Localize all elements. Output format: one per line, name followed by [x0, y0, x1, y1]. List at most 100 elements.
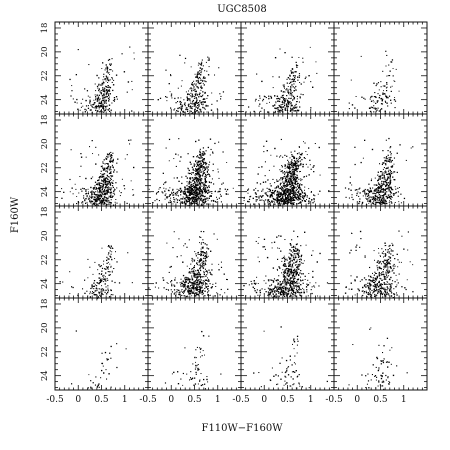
- star-point: [112, 180, 114, 182]
- star-point: [199, 187, 201, 189]
- star-point: [196, 185, 198, 187]
- star-point: [201, 292, 203, 294]
- star-point: [285, 98, 287, 100]
- star-point: [313, 194, 315, 196]
- star-point: [192, 285, 194, 287]
- star-point: [289, 198, 291, 200]
- star-point: [287, 86, 289, 88]
- star-point: [106, 256, 108, 258]
- star-point: [288, 166, 290, 169]
- star-point: [101, 83, 103, 85]
- star-point: [198, 96, 200, 98]
- star-point: [195, 202, 198, 205]
- star-point: [200, 230, 202, 233]
- star-point: [393, 157, 396, 159]
- star-point: [106, 193, 108, 195]
- star-point: [100, 190, 102, 192]
- star-point: [120, 192, 122, 194]
- star-point: [289, 168, 291, 170]
- star-point: [292, 162, 294, 164]
- star-point: [277, 202, 279, 204]
- star-point: [204, 108, 206, 110]
- star-point: [194, 110, 196, 113]
- star-point: [202, 82, 204, 84]
- star-point: [372, 202, 375, 205]
- star-point: [188, 271, 191, 273]
- star-point: [377, 196, 379, 199]
- star-point: [162, 279, 165, 281]
- star-point: [266, 194, 268, 196]
- star-point: [103, 105, 105, 107]
- star-point: [290, 197, 292, 199]
- star-point: [373, 198, 374, 200]
- star-point: [107, 188, 109, 190]
- star-point: [291, 154, 293, 156]
- star-point: [261, 190, 263, 192]
- star-point: [359, 198, 361, 200]
- star-point: [191, 196, 193, 199]
- star-point: [296, 106, 298, 108]
- star-point: [91, 285, 93, 288]
- star-point: [133, 58, 135, 60]
- star-point: [191, 84, 193, 86]
- star-point: [192, 197, 194, 199]
- star-point: [203, 185, 205, 187]
- star-point: [199, 195, 201, 197]
- star-point: [269, 189, 271, 191]
- star-point: [220, 95, 222, 97]
- star-point: [389, 151, 392, 153]
- star-point: [102, 161, 104, 163]
- star-point: [186, 285, 188, 287]
- star-point: [189, 183, 191, 185]
- star-point: [386, 179, 388, 181]
- star-point: [84, 111, 87, 113]
- star-point: [204, 187, 206, 189]
- star-point: [193, 183, 195, 185]
- star-point: [196, 173, 198, 175]
- star-point: [370, 190, 373, 193]
- star-point: [205, 286, 207, 288]
- star-point: [283, 192, 285, 194]
- star-point: [167, 289, 169, 291]
- star-point: [99, 187, 102, 189]
- star-point: [195, 198, 197, 200]
- star-point: [203, 151, 205, 153]
- star-point: [279, 184, 281, 186]
- star-point: [185, 91, 187, 93]
- star-point: [311, 191, 312, 192]
- star-point: [384, 160, 386, 162]
- star-point: [295, 176, 297, 178]
- star-point: [393, 193, 395, 195]
- star-point: [194, 73, 196, 75]
- star-point: [267, 111, 269, 113]
- star-point: [208, 187, 210, 188]
- star-point: [204, 201, 206, 204]
- star-point: [303, 196, 306, 198]
- star-point: [196, 262, 198, 264]
- star-point: [192, 194, 194, 196]
- star-point: [298, 203, 299, 205]
- star-point: [386, 191, 388, 193]
- star-point: [380, 97, 383, 100]
- star-point: [298, 146, 300, 148]
- star-point: [102, 104, 104, 106]
- star-point: [98, 186, 100, 189]
- star-point: [154, 200, 156, 202]
- star-point: [178, 138, 180, 140]
- star-point: [390, 161, 392, 163]
- y-tick-label: 20: [40, 230, 50, 241]
- star-point: [194, 90, 196, 92]
- star-point: [385, 185, 387, 187]
- star-point: [302, 197, 304, 199]
- star-point: [200, 287, 202, 289]
- star-point: [372, 99, 374, 101]
- star-point: [390, 90, 392, 92]
- star-point: [202, 98, 204, 100]
- star-point: [290, 90, 292, 92]
- star-point: [100, 173, 102, 174]
- star-point: [202, 147, 205, 149]
- star-point: [201, 166, 203, 168]
- star-point: [189, 200, 191, 202]
- star-point: [89, 146, 91, 148]
- star-point: [108, 252, 110, 254]
